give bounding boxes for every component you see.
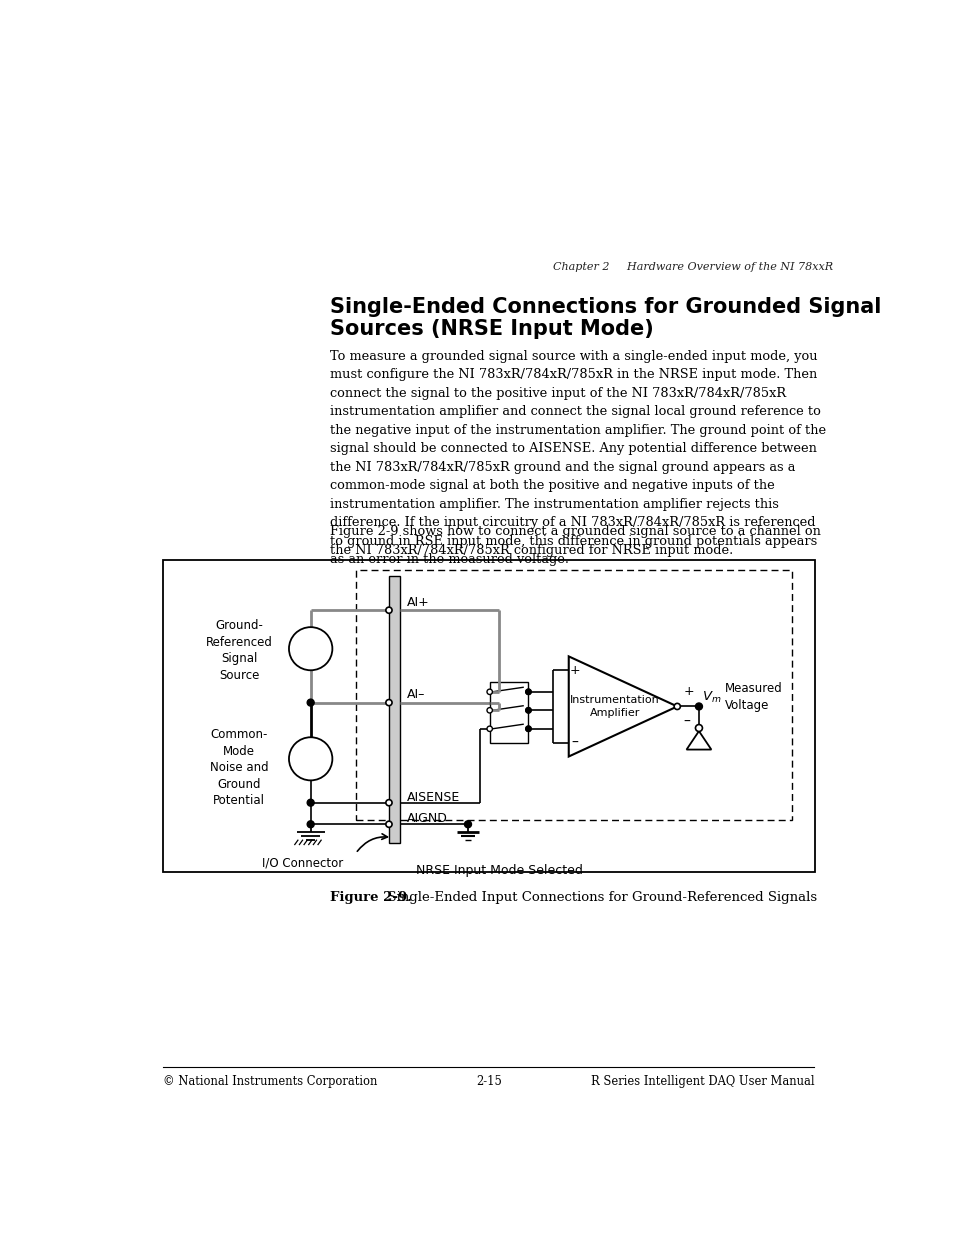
- Circle shape: [307, 699, 314, 706]
- Text: Ground-
Referenced
Signal
Source: Ground- Referenced Signal Source: [206, 620, 273, 682]
- Text: Single-Ended Connections for Grounded Signal: Single-Ended Connections for Grounded Si…: [330, 296, 881, 317]
- Text: Common-
Mode
Noise and
Ground
Potential: Common- Mode Noise and Ground Potential: [210, 727, 269, 806]
- Circle shape: [289, 627, 332, 671]
- Circle shape: [289, 737, 332, 781]
- Text: $V_{cm}$: $V_{cm}$: [298, 751, 322, 767]
- Circle shape: [486, 708, 492, 713]
- Circle shape: [695, 725, 701, 731]
- Circle shape: [525, 708, 531, 713]
- Text: Sources (NRSE Input Mode): Sources (NRSE Input Mode): [330, 319, 653, 340]
- Text: To measure a grounded signal source with a single-ended input mode, you
must con: To measure a grounded signal source with…: [330, 350, 825, 567]
- Text: –: –: [318, 653, 324, 666]
- Text: Instrumentation
Amplifier: Instrumentation Amplifier: [570, 695, 659, 718]
- Polygon shape: [568, 656, 677, 757]
- Circle shape: [385, 608, 392, 614]
- Circle shape: [307, 821, 314, 827]
- Text: AISENSE: AISENSE: [406, 790, 459, 804]
- Text: AI–: AI–: [406, 688, 425, 701]
- Text: Measured
Voltage: Measured Voltage: [724, 683, 782, 711]
- Circle shape: [525, 726, 531, 731]
- Bar: [355, 571, 791, 820]
- Text: I/O Connector: I/O Connector: [262, 857, 343, 869]
- Text: 2-15: 2-15: [476, 1074, 501, 1088]
- Circle shape: [486, 689, 492, 694]
- Circle shape: [525, 726, 531, 731]
- Circle shape: [464, 821, 471, 827]
- Bar: [489, 682, 528, 743]
- Circle shape: [695, 703, 701, 710]
- Text: +: +: [682, 684, 694, 698]
- Text: Single-Ended Input Connections for Ground-Referenced Signals: Single-Ended Input Connections for Groun…: [378, 892, 816, 904]
- Text: NRSE Input Mode Selected: NRSE Input Mode Selected: [416, 864, 582, 877]
- Circle shape: [486, 726, 492, 731]
- Text: $V_m$: $V_m$: [701, 689, 720, 705]
- Circle shape: [385, 799, 392, 805]
- Text: Chapter 2     Hardware Overview of the NI 78xxR: Chapter 2 Hardware Overview of the NI 78…: [553, 262, 833, 272]
- Text: –: –: [318, 763, 324, 776]
- Text: $V_s$: $V_s$: [302, 641, 318, 657]
- Text: AIGND: AIGND: [406, 813, 447, 825]
- Circle shape: [307, 799, 314, 806]
- Text: Figure 2-9 shows how to connect a grounded signal source to a channel on
the NI : Figure 2-9 shows how to connect a ground…: [330, 526, 821, 557]
- Polygon shape: [686, 731, 711, 750]
- Circle shape: [525, 689, 531, 694]
- Text: AI+: AI+: [406, 597, 429, 609]
- Circle shape: [674, 704, 679, 710]
- Bar: [389, 577, 399, 842]
- Text: +: +: [316, 743, 326, 753]
- Circle shape: [525, 708, 531, 713]
- Bar: [163, 561, 815, 872]
- Text: Figure 2-9.: Figure 2-9.: [330, 892, 412, 904]
- Text: +: +: [316, 632, 326, 643]
- Text: © National Instruments Corporation: © National Instruments Corporation: [163, 1074, 377, 1088]
- Circle shape: [525, 689, 531, 694]
- Circle shape: [385, 699, 392, 705]
- Text: R Series Intelligent DAQ User Manual: R Series Intelligent DAQ User Manual: [590, 1074, 814, 1088]
- Circle shape: [385, 821, 392, 827]
- Text: –: –: [682, 715, 690, 729]
- Text: +: +: [569, 663, 579, 677]
- Text: –: –: [571, 736, 578, 750]
